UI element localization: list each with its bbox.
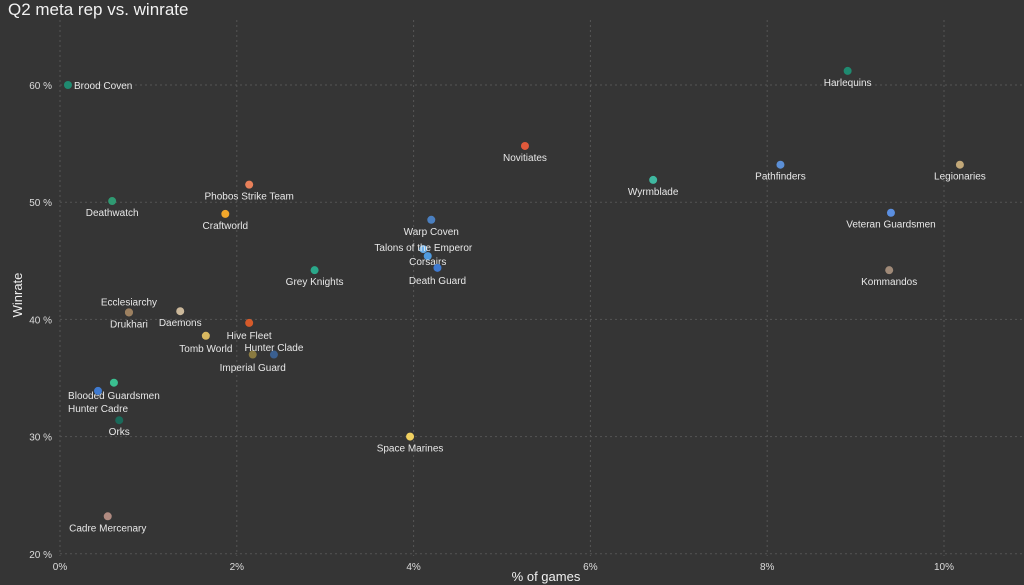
point-label: Hunter Cadre <box>68 404 128 415</box>
data-point[interactable] <box>124 308 133 317</box>
point-label: Craftworld <box>203 221 249 232</box>
data-point[interactable] <box>248 350 257 359</box>
point-label: Blooded Guardsmen <box>68 391 160 402</box>
data-point[interactable] <box>886 208 895 217</box>
data-point[interactable] <box>115 416 124 425</box>
point-label: Talons of the Emperor <box>374 243 472 254</box>
y-tick-label: 60 % <box>29 81 52 92</box>
point-label: Wyrmblade <box>628 187 679 198</box>
y-axis-label: Winrate <box>10 273 25 318</box>
point-label: Phobos Strike Team <box>205 192 294 203</box>
point-label: Hive Fleet <box>227 331 272 342</box>
point-label: Harlequins <box>824 78 872 89</box>
point-label: Ecclesiarchy <box>101 297 157 308</box>
data-point[interactable] <box>63 81 72 89</box>
point-label: Warp Coven <box>404 227 459 238</box>
data-point[interactable] <box>109 378 118 387</box>
point-label: Cadre Mercenary <box>69 523 146 534</box>
point-label: Space Marines <box>377 444 444 455</box>
data-point[interactable] <box>245 180 254 189</box>
point-label: Imperial Guard <box>220 363 286 374</box>
data-point[interactable] <box>103 512 112 521</box>
x-tick-label: 6% <box>583 562 598 573</box>
x-tick-label: 8% <box>760 562 775 573</box>
data-point[interactable] <box>649 175 658 184</box>
y-tick-label: 50 % <box>29 198 52 209</box>
point-label: Pathfinders <box>755 172 806 183</box>
point-label: Veteran Guardsmen <box>846 220 936 231</box>
data-points: Brood Coven Harlequins Novitiates Wyrmblade… <box>63 66 986 534</box>
point-label: Daemons <box>159 318 202 329</box>
point-label: Corsairs <box>409 257 446 268</box>
y-tick-label: 40 % <box>29 315 52 326</box>
x-tick-label: 2% <box>230 562 245 573</box>
data-point[interactable] <box>406 432 415 441</box>
point-label: Death Guard <box>409 276 466 287</box>
data-point[interactable] <box>201 331 210 340</box>
x-tick-label: 10% <box>934 562 954 573</box>
y-tick-label: 30 % <box>29 433 52 444</box>
point-label: Novitiates <box>503 153 547 164</box>
point-label: Brood Coven <box>74 81 132 92</box>
point-label: Drukhari <box>110 319 148 330</box>
gridlines <box>59 20 1024 556</box>
point-label: Legionaries <box>934 172 986 183</box>
data-point[interactable] <box>776 160 785 169</box>
data-point[interactable] <box>310 266 319 275</box>
chart-title: Q2 meta rep vs. winrate <box>8 0 189 19</box>
data-point[interactable] <box>176 307 185 316</box>
data-point[interactable] <box>520 141 529 150</box>
data-point[interactable] <box>885 266 894 275</box>
point-label: Orks <box>109 427 130 438</box>
data-point[interactable] <box>269 350 278 359</box>
data-point[interactable] <box>843 66 852 75</box>
point-label: Deathwatch <box>86 208 139 219</box>
point-label: Kommandos <box>861 277 917 288</box>
data-point[interactable] <box>423 252 432 261</box>
x-tick-label: 4% <box>406 562 421 573</box>
point-label: Hunter Clade <box>244 343 303 354</box>
axis-ticks: 0% 2% 4% 6% 8% 10% 20 % 30 % 40 % 50 % 60 % <box>29 81 954 573</box>
data-point[interactable] <box>221 209 230 218</box>
data-point[interactable] <box>108 197 117 206</box>
data-point[interactable] <box>419 245 428 254</box>
data-point[interactable] <box>955 160 964 169</box>
data-point[interactable] <box>433 263 442 272</box>
data-point[interactable] <box>94 386 103 395</box>
x-axis-label: % of games <box>512 569 581 584</box>
data-point[interactable] <box>427 215 436 224</box>
point-label: Tomb World <box>179 344 232 355</box>
point-label: Grey Knights <box>286 277 344 288</box>
data-point[interactable] <box>245 318 254 327</box>
y-tick-label: 20 % <box>29 550 52 561</box>
x-tick-label: 0% <box>53 562 68 573</box>
